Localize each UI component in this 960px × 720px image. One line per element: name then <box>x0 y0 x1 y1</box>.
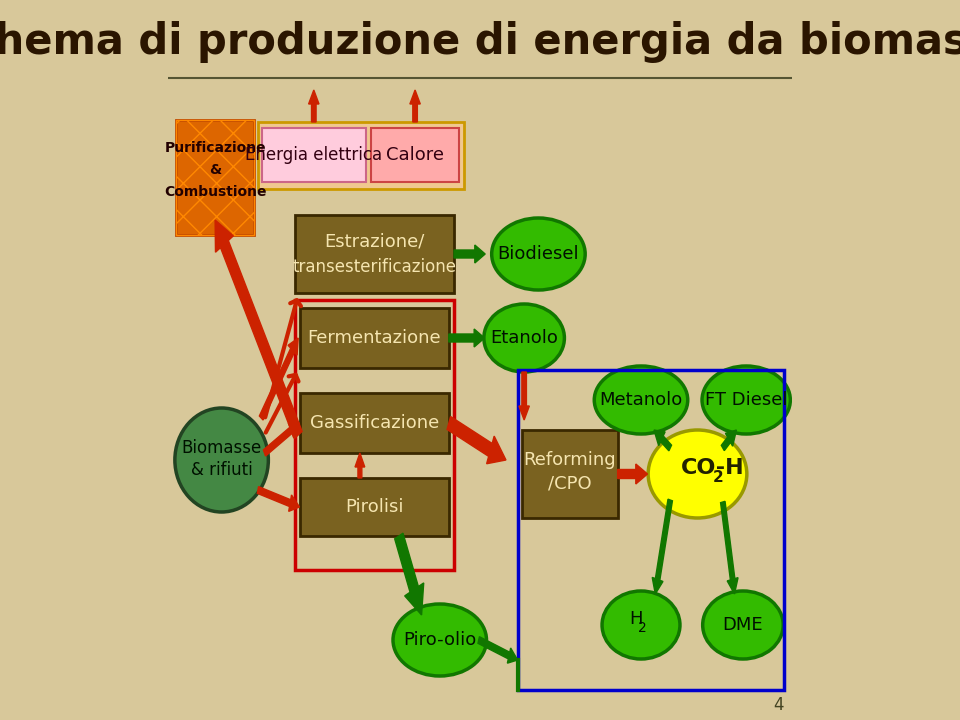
Text: Energia elettrica: Energia elettrica <box>245 146 382 164</box>
Bar <box>295 215 454 293</box>
Text: Calore: Calore <box>386 146 444 164</box>
Text: Etanolo: Etanolo <box>491 329 558 347</box>
FancyArrow shape <box>721 430 736 451</box>
Text: Fermentazione: Fermentazione <box>307 329 441 347</box>
FancyArrow shape <box>308 90 319 122</box>
Text: Estrazione/: Estrazione/ <box>324 232 424 250</box>
Text: Biodiesel: Biodiesel <box>497 245 579 263</box>
FancyArrow shape <box>454 245 485 263</box>
Bar <box>300 478 449 536</box>
FancyArrow shape <box>263 423 300 456</box>
Ellipse shape <box>492 218 586 290</box>
FancyArrow shape <box>215 220 302 438</box>
Ellipse shape <box>702 366 790 434</box>
Text: Piro-olio: Piro-olio <box>403 631 476 649</box>
Ellipse shape <box>484 304 564 372</box>
Bar <box>521 430 617 518</box>
Text: Purificazione: Purificazione <box>164 141 266 155</box>
Ellipse shape <box>594 366 687 434</box>
Text: CO-H: CO-H <box>682 458 745 478</box>
FancyArrow shape <box>257 487 300 511</box>
Ellipse shape <box>703 591 783 659</box>
Bar <box>295 300 454 570</box>
Bar <box>177 120 254 235</box>
FancyArrow shape <box>617 464 647 484</box>
Bar <box>517 370 783 690</box>
Text: 4: 4 <box>774 696 784 714</box>
Text: /CPO: /CPO <box>548 474 591 492</box>
Text: Biomasse: Biomasse <box>181 439 262 457</box>
Text: &: & <box>209 163 221 177</box>
Text: 2: 2 <box>712 469 723 485</box>
FancyArrow shape <box>259 338 299 420</box>
Text: Gassificazione: Gassificazione <box>309 414 439 432</box>
FancyArrow shape <box>721 501 738 594</box>
FancyArrow shape <box>519 372 529 420</box>
Bar <box>262 128 366 182</box>
FancyArrow shape <box>410 90 420 122</box>
Text: Schema di produzione di energia da biomasse: Schema di produzione di energia da bioma… <box>0 21 960 63</box>
Text: 2: 2 <box>638 621 647 635</box>
FancyArrow shape <box>447 417 506 464</box>
Text: & rifiuti: & rifiuti <box>191 461 252 479</box>
Bar <box>177 120 254 235</box>
Text: transesterificazione: transesterificazione <box>293 258 457 276</box>
Ellipse shape <box>175 408 269 512</box>
Text: Pirolisi: Pirolisi <box>345 498 403 516</box>
Bar <box>371 128 459 182</box>
FancyArrow shape <box>478 636 517 663</box>
Bar <box>258 122 465 189</box>
FancyArrow shape <box>355 453 365 478</box>
Ellipse shape <box>393 604 487 676</box>
Text: Reforming: Reforming <box>523 451 616 469</box>
FancyArrow shape <box>395 534 423 615</box>
Text: FT Diesel: FT Diesel <box>705 391 787 409</box>
Ellipse shape <box>648 430 747 518</box>
Text: Combustione: Combustione <box>164 185 266 199</box>
Ellipse shape <box>602 591 680 659</box>
Text: H: H <box>630 610 643 628</box>
Text: Metanolo: Metanolo <box>599 391 683 409</box>
Text: DME: DME <box>723 616 763 634</box>
Bar <box>300 393 449 453</box>
FancyArrow shape <box>652 499 672 594</box>
Bar <box>300 308 449 368</box>
FancyArrow shape <box>449 329 485 347</box>
FancyArrow shape <box>654 430 672 451</box>
